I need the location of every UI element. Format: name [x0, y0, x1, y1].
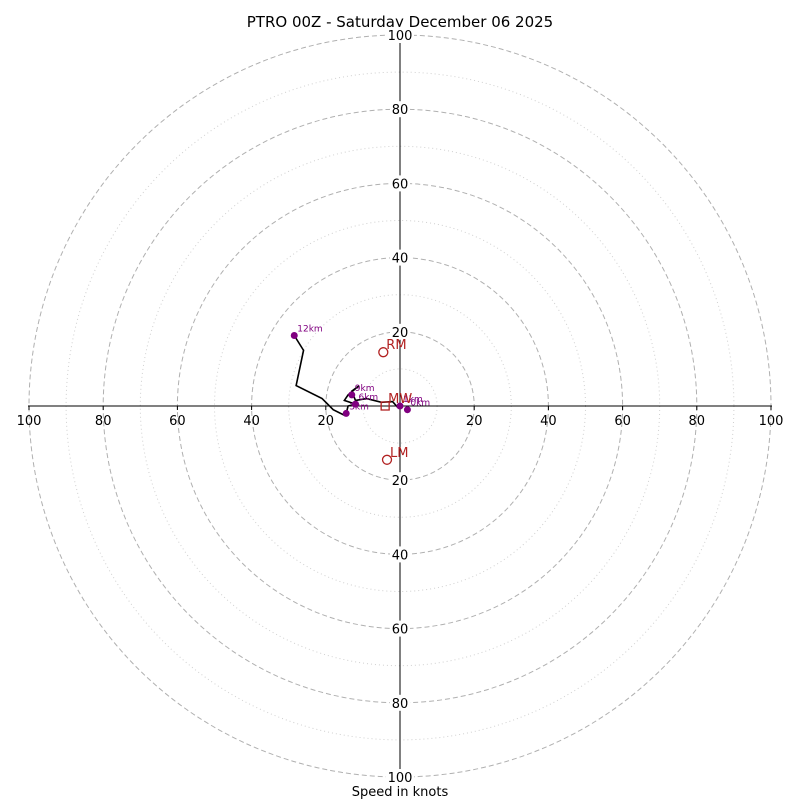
height-marker-9km — [348, 391, 356, 399]
height-marker-label: 9km — [355, 384, 375, 394]
height-marker-label: 3km — [349, 402, 369, 412]
y-tick-label-bg — [390, 694, 410, 711]
wind-trace-line — [293, 335, 399, 417]
storm-motion-label: MW — [388, 392, 412, 407]
storm-motion-mw — [380, 401, 390, 411]
storm-motion-markers: RM LM MW — [378, 338, 412, 465]
y-tick-label-bg — [390, 472, 410, 489]
y-tick-label-bg — [390, 175, 410, 192]
y-tick-label: 100 — [388, 29, 413, 44]
y-tick-label: 60 — [392, 177, 409, 192]
storm-motion-label: LM — [390, 446, 408, 461]
height-marker-label: 0km — [410, 399, 430, 409]
storm-motion-label: RM — [386, 338, 406, 353]
x-tick-label: 40 — [243, 414, 260, 429]
height-marker-0km — [403, 406, 411, 414]
y-tick-label: 80 — [392, 103, 409, 118]
x-tick-label: 100 — [759, 414, 784, 429]
y-tick-label: 20 — [392, 326, 409, 341]
height-marker-12km — [290, 332, 298, 340]
y-tick-label-bg — [386, 27, 414, 43]
x-tick-label: 60 — [614, 414, 631, 429]
height-marker-label: 12km — [297, 325, 322, 335]
height-marker-label: 1km — [403, 395, 423, 405]
y-tick-label: 20 — [392, 474, 409, 489]
x-tick-label: 80 — [95, 414, 112, 429]
height-marker-6km — [351, 400, 359, 408]
y-tick-label-bg — [390, 249, 410, 266]
x-axis-label: Speed in knots — [352, 785, 449, 800]
height-marker-1km — [396, 402, 404, 410]
height-marker-label: 6km — [358, 393, 378, 403]
y-tick-label: 80 — [392, 697, 409, 712]
x-tick-label: 20 — [318, 414, 335, 429]
storm-motion-rm — [378, 347, 389, 358]
y-tick-label: 60 — [392, 623, 409, 638]
y-tick-label: 40 — [392, 252, 409, 267]
y-tick-label-bg — [390, 101, 410, 118]
x-tick-label: 100 — [17, 414, 42, 429]
chart-title: PTRO 00Z - Saturday December 06 2025 — [247, 13, 553, 31]
height-marker-3km — [342, 409, 350, 417]
x-tick-label: 80 — [689, 414, 706, 429]
y-tick-label-bg — [390, 620, 410, 637]
y-tick-label: 40 — [392, 548, 409, 563]
axis-ticks: 100 100 80 80 60 60 40 40 20 20 20 20 40 40 60 60 80 80 10… — [17, 27, 784, 786]
x-tick-label: 40 — [540, 414, 557, 429]
y-tick-label-bg — [386, 769, 414, 785]
hodograph-trace — [293, 335, 399, 417]
y-tick-label-bg — [390, 323, 410, 340]
x-tick-label: 20 — [466, 414, 483, 429]
storm-motion-lm — [381, 454, 393, 465]
y-tick-label: 100 — [388, 771, 413, 786]
x-tick-label: 60 — [169, 414, 186, 429]
y-tick-label-bg — [390, 546, 410, 563]
